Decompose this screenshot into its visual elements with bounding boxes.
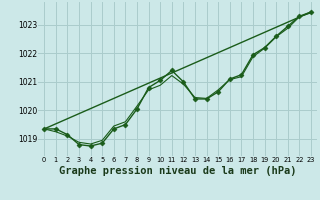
X-axis label: Graphe pression niveau de la mer (hPa): Graphe pression niveau de la mer (hPa) [59,166,296,176]
